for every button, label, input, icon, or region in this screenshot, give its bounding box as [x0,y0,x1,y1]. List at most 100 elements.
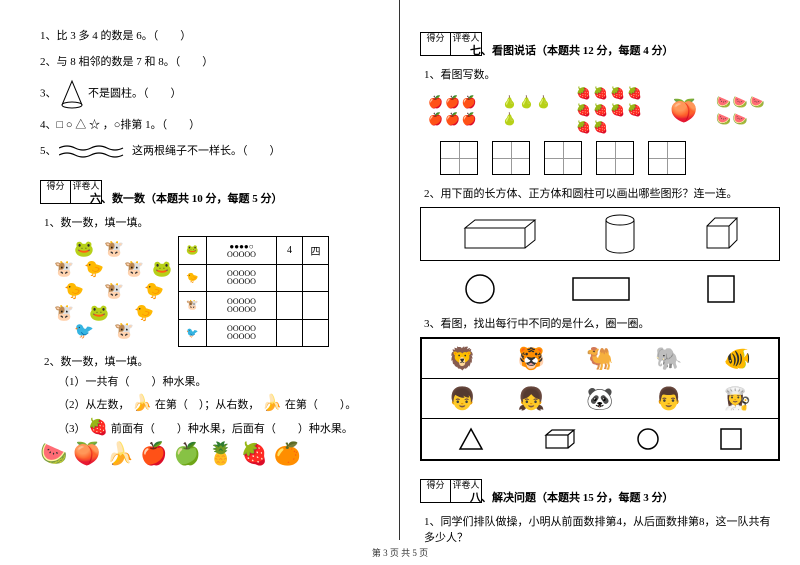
worksheet-page: 1、比 3 多 4 的数是 6。（ ） 2、与 8 相邻的数是 7 和 8。（ … [0,0,800,540]
sec7-q3: 3、看图，找出每行中不同的是什么，圈一圈。 [424,315,780,331]
score-label: 得分 [421,33,451,55]
fruit-lineup: 🍉 🍑 🍌 🍎 🍏 🍍 🍓 🍊 [40,441,384,467]
svg-text:🐮: 🐮 [104,282,124,300]
svg-text:🐤: 🐤 [84,260,104,278]
frog-icon: 🐸 [179,237,207,265]
apple-icon: 🍎 [140,441,167,467]
blank-cell[interactable] [303,292,329,320]
sec8-q1: 1、同学们排队做操，小明从前面数排第4，从后面数排第8，这一队共有多少人？ [424,513,780,545]
question-4: 4、□ ○ △ ☆ ，○排第 1。（ ） [40,117,384,135]
blank-cell[interactable] [303,264,329,292]
shapes-row [422,419,778,459]
answer-grid-row [440,141,780,175]
svg-text:🐮: 🐮 [124,260,144,278]
ovals-cell: OOOOO OOOOO [207,292,277,320]
circle-icon [464,273,496,305]
watermelon-icon: 🍉 [40,441,67,467]
circle-small-icon [636,427,660,451]
sec6-q2-1: （1）一共有（ ）种水果。 [58,373,384,389]
animals-row: 🦁 🐯 🐫 🐘 🐠 [422,339,778,379]
svg-text:🐸: 🐸 [74,240,94,258]
camel-icon: 🐫 [586,346,613,372]
answer-box[interactable] [596,141,634,175]
chef-icon: 👩‍🍳 [724,386,751,412]
triangle-icon [458,427,484,451]
cuboid-small-icon [543,427,577,451]
odd-one-out-table: 🦁 🐯 🐫 🐘 🐠 👦 👧 🐼 👨 👩‍🍳 [420,337,780,461]
melon-group: 🍉🍉🍉 🍉🍉 [716,95,772,127]
single-peach: 🍑 [670,98,697,124]
orange-icon: 🍊 [274,441,301,467]
fruit-count-row: 🍎🍎🍎 🍎🍎🍎 🍐🍐🍐 🍐 🍓🍓🍓🍓🍓 🍓🍓🍓🍓🍓 🍑 🍉🍉🍉 🍉🍉 [420,86,780,135]
q5-suffix: 这两根绳子不一样长。（ ） [132,145,281,157]
banana-icon: 🍌 [262,395,282,412]
lion-icon: 🦁 [449,346,476,372]
answer-box[interactable] [544,141,582,175]
peach-icon: 🍑 [73,441,100,467]
score-label: 得分 [421,480,451,502]
sec6-q2-3: （3） 🍓 前面有（ ）种水果，后面有（ ）种水果。 [58,417,384,437]
text: （2）从左数， [58,399,130,411]
svg-text:🐮: 🐮 [54,260,74,278]
pineapple-icon: 🍍 [207,441,234,467]
q3-suffix: 不是圆柱。（ ） [88,88,182,100]
left-column: 1、比 3 多 4 的数是 6。（ ） 2、与 8 相邻的数是 7 和 8。（ … [0,0,400,540]
question-2: 2、与 8 相邻的数是 7 和 8。（ ） [40,54,384,72]
svg-text:🐦: 🐦 [74,323,94,340]
sec7-q1: 1、看图写数。 [424,66,780,82]
text: （3） [58,423,86,435]
answer-box[interactable] [492,141,530,175]
svg-text:🐮: 🐮 [104,240,124,258]
blank-cell[interactable] [277,264,303,292]
blank-cell[interactable] [277,292,303,320]
q3-prefix: 3、 [40,88,57,100]
question-3: 3、 不是圆柱。（ ） [40,79,384,109]
cn-num-cell: 四 [303,237,329,265]
text: 在第（ ）。 [285,399,357,411]
chick-icon: 🐤 [179,264,207,292]
ovals-cell: OOOOO OOOOO [207,319,277,347]
section-8-title: 八、解决问题（本题共 15 分，每题 3 分） [470,489,780,505]
blank-cell[interactable] [277,319,303,347]
banana-icon: 🍌 [132,395,152,412]
fish-icon: 🐠 [724,346,751,372]
svg-text:🐮: 🐮 [54,304,74,322]
svg-text:🐸: 🐸 [89,304,109,322]
strawberry-icon: 🍓 [240,441,267,467]
count-table: 🐸 ●●●●○ OOOOO 4 四 🐤 OOOOO OOOOO 🐮 OOOOO … [178,236,329,347]
num-cell: 4 [277,237,303,265]
animal-scatter: 🐸🐮 🐮🐤🐮🐸 🐤🐮🐤 🐮🐸🐤 🐦🐮 [40,236,170,347]
bird-icon: 🐦 [179,319,207,347]
sec7-q2: 2、用下面的长方体、正方体和圆柱可以画出哪些图形？连一连。 [424,185,780,201]
cube-icon [701,214,741,254]
ovals-cell: ●●●●○ OOOOO [207,237,277,265]
table-row: 🐸 ●●●●○ OOOOO 4 四 [179,237,329,265]
answer-box[interactable] [440,141,478,175]
elephant-icon: 🐘 [655,346,682,372]
panda-icon: 🐼 [586,386,613,412]
strawberry-group: 🍓🍓🍓🍓🍓 🍓🍓🍓🍓🍓 [576,86,652,135]
blank-cell[interactable] [303,319,329,347]
section-7-title: 七、看图说话（本题共 12 分，每题 4 分） [470,42,780,58]
table-row: 🐤 OOOOO OOOOO [179,264,329,292]
text: 前面有（ ）种水果，后面有（ ）种水果。 [111,423,353,435]
ovals-cell: OOOOO OOOOO [207,264,277,292]
rectangle-icon [571,276,631,302]
page-footer: 第 3 页 共 5 页 [0,546,800,559]
girl-icon: 👧 [517,386,544,412]
svg-text:🐤: 🐤 [134,304,154,322]
svg-text:🐤: 🐤 [64,282,84,300]
flat-shapes-row [420,267,780,311]
table-row: 🐮 OOOOO OOOOO [179,292,329,320]
svg-text:🐮: 🐮 [114,322,134,340]
sec6-q2-2: （2）从左数， 🍌 在第（ ）；从右数， 🍌 在第（ ）。 [58,393,384,413]
faces-row: 👦 👧 🐼 👨 👩‍🍳 [422,379,778,419]
answer-box[interactable] [648,141,686,175]
boy-icon: 👦 [449,386,476,412]
question-1: 1、比 3 多 4 的数是 6。（ ） [40,28,384,46]
strawberry-icon: 🍓 [88,419,108,436]
q5-prefix: 5、 [40,145,57,157]
svg-text:🐸: 🐸 [152,260,172,278]
sec6-q2: 2、数一数，填一填。 [44,353,384,369]
cow-icon: 🐮 [179,292,207,320]
